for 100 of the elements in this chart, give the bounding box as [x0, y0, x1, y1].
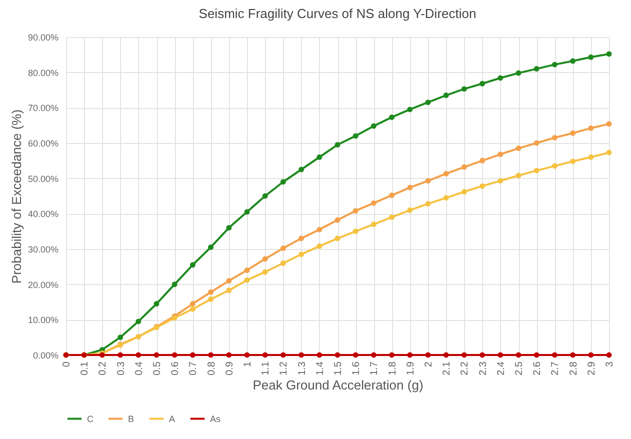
point: [498, 352, 504, 358]
point: [208, 352, 214, 358]
point: [516, 172, 522, 178]
point: [461, 189, 467, 194]
y-tick-label: 10.00%: [28, 315, 58, 326]
point: [154, 352, 160, 358]
point: [370, 200, 376, 206]
point: [443, 352, 449, 358]
y-tick-label: 30.00%: [28, 244, 58, 254]
point: [244, 277, 250, 283]
point: [516, 70, 522, 76]
point: [461, 352, 467, 358]
point: [334, 142, 340, 148]
point: [190, 301, 196, 306]
point: [118, 334, 124, 340]
y-tick-label: 20.00%: [28, 280, 58, 290]
x-tick-label: 1.8: [387, 361, 398, 376]
point: [606, 150, 612, 156]
point: [262, 352, 268, 358]
point: [190, 352, 196, 358]
point: [352, 352, 358, 358]
point: [298, 352, 304, 358]
point: [262, 256, 268, 262]
point: [606, 121, 612, 127]
y-tick-label: 70.00%: [28, 103, 58, 114]
point: [352, 133, 358, 139]
x-tick-label: 0: [62, 361, 72, 368]
y-tick-label: 90.00%: [28, 32, 58, 42]
x-axis-title: Peak Ground Acceleration (g): [252, 377, 424, 392]
point: [534, 140, 540, 146]
point: [244, 267, 250, 273]
point: [461, 86, 467, 92]
legend-label: A: [169, 414, 176, 424]
point: [298, 236, 304, 242]
point: [280, 179, 286, 185]
point: [534, 168, 540, 174]
point: [480, 352, 486, 358]
point: [334, 217, 340, 223]
point: [552, 352, 558, 358]
point: [552, 134, 558, 140]
y-tick-label: 60.00%: [28, 138, 58, 148]
point: [244, 209, 250, 215]
point: [226, 352, 232, 358]
x-tick-label: 0.9: [224, 361, 236, 376]
point: [118, 352, 124, 358]
point: [480, 80, 486, 86]
x-tick-label: 1: [242, 361, 254, 368]
point: [480, 183, 486, 189]
point: [461, 164, 467, 170]
x-tick-label: 2.8: [568, 361, 580, 376]
point: [570, 158, 576, 164]
x-tick-label: 2.6: [532, 361, 544, 376]
x-tick-label: 1.4: [314, 361, 326, 376]
y-tick-label: 40.00%: [28, 209, 58, 220]
point: [136, 352, 142, 358]
point: [552, 62, 558, 68]
point: [443, 171, 449, 176]
point: [316, 154, 322, 160]
x-tick-label: 0.7: [188, 361, 200, 376]
point: [190, 262, 196, 268]
x-tick-label: 0.1: [80, 361, 91, 376]
x-tick-label: 1.3: [296, 361, 308, 376]
point: [425, 352, 431, 358]
x-tick-label: 3: [604, 361, 616, 368]
point: [480, 158, 486, 164]
x-tick-label: 2.1: [442, 361, 453, 376]
x-tick-label: 2.4: [496, 361, 507, 376]
point: [443, 195, 449, 200]
point: [389, 352, 395, 358]
legend-label: C: [87, 414, 94, 424]
y-tick-label: 0.00%: [32, 350, 58, 360]
point: [316, 226, 322, 232]
x-tick-label: 2.5: [514, 361, 525, 376]
point: [352, 208, 358, 214]
x-tick-label: 2.9: [586, 361, 598, 376]
point: [389, 214, 395, 220]
point: [425, 100, 431, 106]
point: [498, 178, 504, 184]
x-tick-label: 0.5: [152, 361, 163, 376]
point: [208, 296, 214, 302]
point: [190, 306, 196, 312]
point: [172, 282, 178, 288]
point: [334, 352, 340, 358]
point: [534, 352, 540, 358]
x-tick-label: 2.3: [478, 361, 489, 376]
point: [570, 130, 576, 136]
point: [316, 352, 322, 358]
x-tick-label: 1.9: [405, 361, 416, 376]
x-tick-label: 1.5: [333, 361, 344, 376]
point: [407, 184, 413, 190]
point: [370, 123, 376, 129]
x-tick-label: 0.3: [116, 361, 127, 376]
point: [498, 75, 504, 81]
point: [389, 192, 395, 198]
point: [370, 352, 376, 358]
point: [298, 252, 304, 258]
point: [570, 352, 576, 358]
legend-label: As: [210, 414, 222, 424]
point: [370, 222, 376, 227]
point: [407, 207, 413, 213]
